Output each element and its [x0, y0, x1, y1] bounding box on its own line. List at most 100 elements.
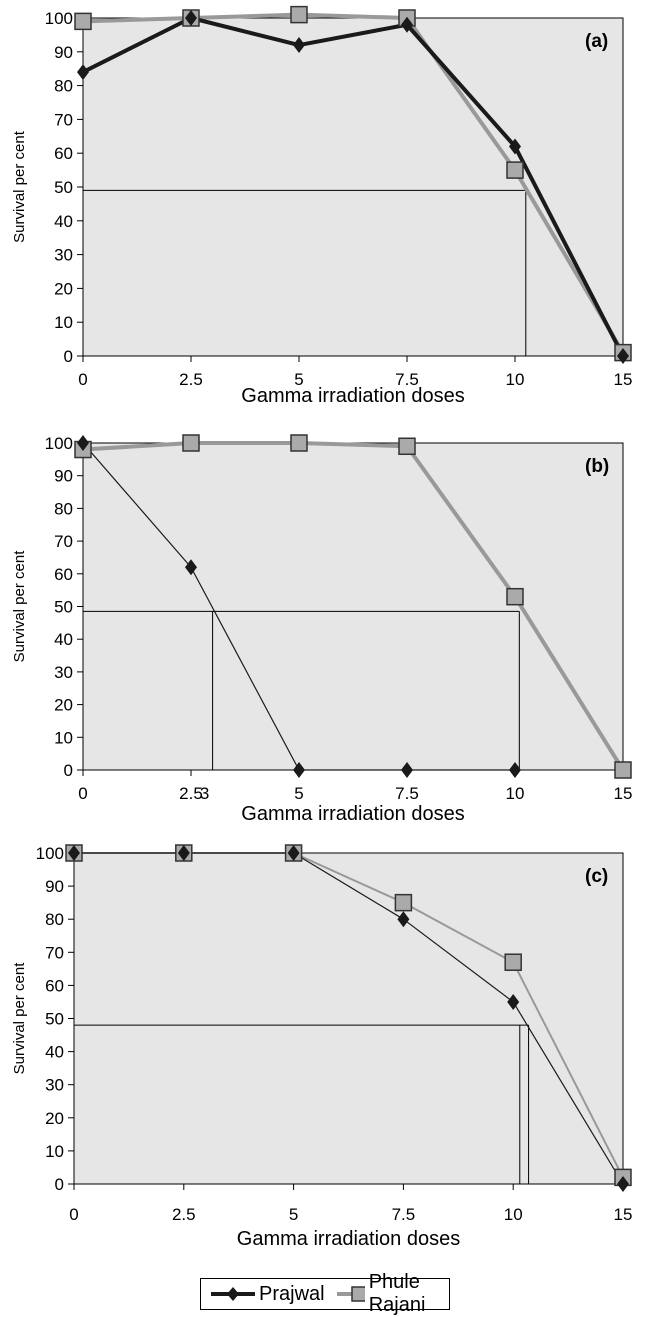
series-line-phule-rajani	[82, 441, 625, 772]
x-tick-label: 10	[504, 1205, 523, 1224]
x-tick-label: 2.5	[179, 784, 203, 803]
plot-area	[82, 17, 624, 357]
y-tick-label: 90	[54, 43, 73, 62]
x-tick-label: 5	[294, 784, 303, 803]
series-line-prajwal	[74, 852, 624, 1185]
y-tick-label: 0	[64, 761, 73, 780]
y-tick-label: 20	[54, 279, 73, 298]
x-tick-label: 2.5	[172, 1205, 196, 1224]
panel-tag: (b)	[585, 456, 609, 477]
x-tick-label: 0	[69, 1205, 78, 1224]
y-tick-label: 0	[64, 347, 73, 366]
x-tick-label: 10	[506, 370, 525, 389]
chart-panel-a: 0 10 20 30 40 50 60 70 80 90 100 0 2.5 5 7.5 10 15 Gamma …	[0, 0, 652, 420]
data-point-prajwal	[77, 435, 89, 451]
x-tick-label: 15	[614, 784, 633, 803]
y-tick-label: 70	[54, 532, 73, 551]
y-tick-label: 100	[36, 844, 64, 863]
data-point-prajwal	[185, 10, 197, 26]
legend-label-phule-rajani: Phule Rajani	[368, 1271, 426, 1316]
y-tick-label: 50	[54, 598, 73, 617]
y-tick-label: 20	[45, 1109, 64, 1128]
y-tick-label: 90	[45, 877, 64, 896]
y-tick-label: 90	[54, 467, 73, 486]
x-axis-label: Gamma irradiation doses	[241, 803, 464, 825]
y-tick-label: 50	[54, 178, 73, 197]
chart-c-svg: 0 10 20 30 40 50 60 70 80 90 100 0 2.5 5 7.5 10 15 Gamma …	[11, 844, 632, 1250]
x-tick-label: 15	[614, 370, 633, 389]
x-tick-label-extra: 3	[200, 784, 209, 803]
y-tick-label: 80	[54, 499, 73, 518]
y-tick-label: 30	[45, 1076, 64, 1095]
data-point-prajwal	[293, 762, 305, 778]
data-point-phule-rajani	[74, 12, 92, 31]
plot-area	[73, 852, 624, 1185]
x-tick-label: 5	[289, 1205, 298, 1224]
y-tick-label: 30	[54, 663, 73, 682]
panel-tag: (c)	[585, 866, 608, 887]
data-point-phule-rajani	[398, 437, 416, 456]
x-tick-label: 5	[294, 370, 303, 389]
data-point-prajwal	[77, 64, 89, 81]
x-tick-label: 7.5	[395, 784, 419, 803]
data-point-phule-rajani	[394, 893, 413, 912]
chart-panel-c: 0 10 20 30 40 50 60 70 80 90 100 0 2.5 5 7.5 10 15 Gamma …	[0, 835, 652, 1265]
data-point-prajwal	[397, 911, 410, 928]
x-tick-label: 7.5	[395, 370, 419, 389]
data-point-prajwal	[401, 762, 413, 778]
y-tick-label: 60	[54, 144, 73, 163]
x-tick-label: 2.5	[179, 370, 203, 389]
chart-a-svg: 0 10 20 30 40 50 60 70 80 90 100 0 2.5 5 7.5 10 15 Gamma …	[11, 5, 633, 407]
plot-area	[82, 442, 624, 771]
y-tick-label: 40	[54, 630, 73, 649]
data-point-prajwal	[401, 16, 413, 33]
panel-tag: (a)	[585, 31, 608, 52]
y-tick-label: 100	[45, 434, 73, 453]
y-tick-label: 80	[45, 910, 64, 929]
y-tick-label: 70	[45, 943, 64, 962]
y-axis-label: Survival per cent	[11, 130, 28, 243]
data-point-prajwal	[177, 845, 190, 861]
legend-marker-diamond-icon	[211, 1287, 255, 1301]
chart-b-svg: 0 10 20 30 40 50 60 70 80 90 100 0 2.5 5 7.5 10 15 3 Gamma…	[11, 434, 633, 825]
data-point-phule-rajani	[290, 434, 308, 452]
y-tick-label: 10	[54, 313, 73, 332]
x-axis-label: Gamma irradiation doses	[237, 1228, 460, 1250]
x-tick-label: 10	[506, 784, 525, 803]
legend: Prajwal Phule Rajani	[200, 1271, 450, 1316]
legend-marker-square-icon	[336, 1286, 365, 1302]
legend-item-prajwal: Prajwal	[211, 1283, 325, 1306]
y-tick-label: 60	[45, 976, 64, 995]
y-tick-label: 50	[45, 1010, 64, 1029]
x-tick-label: 0	[78, 370, 87, 389]
data-point-phule-rajani	[182, 434, 200, 452]
y-tick-label: 40	[45, 1043, 64, 1062]
series-line-prajwal	[82, 16, 625, 357]
y-tick-label: 100	[45, 9, 73, 28]
chart-panel-b: 0 10 20 30 40 50 60 70 80 90 100 0 2.5 5 7.5 10 15 3 Gamma…	[0, 425, 652, 835]
x-axis-label: Gamma irradiation doses	[241, 385, 464, 407]
y-axis-label: Survival per cent	[11, 962, 28, 1075]
data-point-prajwal	[507, 993, 520, 1010]
y-tick-label: 80	[54, 77, 73, 96]
data-point-prajwal	[68, 845, 80, 861]
data-point-phule-rajani	[614, 761, 632, 779]
y-axis-label: Survival per cent	[11, 550, 28, 663]
x-tick-label: 7.5	[392, 1205, 416, 1224]
data-point-prajwal	[185, 559, 197, 576]
data-point-phule-rajani	[504, 953, 522, 971]
y-tick-label: 10	[54, 728, 73, 747]
y-tick-label: 60	[54, 565, 73, 584]
data-point-prajwal	[509, 762, 521, 778]
x-tick-label: 0	[78, 784, 87, 803]
data-point-prajwal	[293, 37, 305, 54]
data-point-phule-rajani	[506, 161, 524, 179]
y-tick-label: 30	[54, 246, 73, 265]
y-tick-label: 20	[54, 696, 73, 715]
y-tick-label: 0	[55, 1175, 64, 1194]
y-tick-label: 10	[45, 1142, 64, 1161]
data-point-prajwal	[509, 138, 521, 155]
y-tick-label: 70	[54, 110, 73, 129]
data-point-phule-rajani	[290, 5, 308, 24]
